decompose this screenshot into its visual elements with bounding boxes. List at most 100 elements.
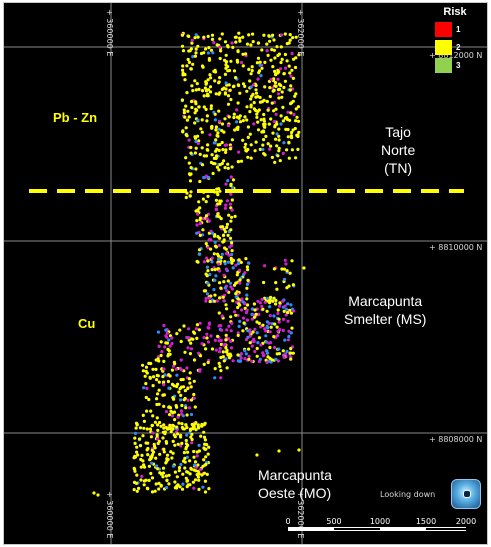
sample-point (222, 159, 226, 163)
sample-point (143, 374, 147, 378)
sample-point (156, 467, 160, 471)
sample-point (180, 422, 184, 426)
sample-point (220, 32, 224, 36)
sample-point (208, 90, 213, 94)
scale-segment (288, 527, 334, 531)
sample-point (204, 154, 209, 158)
sample-point (205, 119, 209, 123)
sample-point (167, 373, 171, 377)
sample-point (289, 311, 293, 315)
sample-point (179, 462, 183, 467)
sample-point (276, 329, 280, 333)
sample-point (184, 445, 188, 449)
sample-point (255, 115, 259, 119)
sample-point (247, 347, 251, 351)
sample-point (202, 435, 207, 439)
sample-point (213, 162, 217, 166)
sample-point (227, 253, 231, 257)
sample-point (213, 367, 217, 371)
sample-point (250, 65, 254, 69)
sample-point (150, 453, 154, 457)
sample-point (170, 368, 174, 372)
sample-point (229, 192, 233, 196)
sample-point (241, 52, 245, 56)
sample-point (151, 367, 155, 371)
map-viewport[interactable]: + 360000 E + 362000 E + 360000 E + 36200… (3, 2, 488, 545)
sample-point (202, 105, 206, 109)
sample-point (206, 78, 210, 82)
sample-point (198, 206, 202, 210)
legend-item: 1 (435, 20, 475, 38)
sample-point (204, 455, 208, 459)
sample-point (268, 39, 272, 43)
sample-point (254, 140, 258, 144)
sample-point (171, 423, 175, 427)
sample-point (191, 55, 195, 59)
sample-point (224, 346, 228, 350)
sample-point (218, 37, 222, 41)
sample-point (162, 426, 166, 430)
sample-point (140, 453, 144, 457)
sample-point (217, 324, 221, 328)
sample-point (218, 45, 222, 49)
sample-point (284, 127, 288, 131)
sample-point (297, 53, 301, 57)
sample-point (229, 329, 233, 333)
sample-point (265, 42, 269, 46)
sample-point (260, 66, 264, 70)
sample-point (282, 309, 286, 313)
sample-point (161, 475, 165, 479)
sample-point (206, 259, 210, 263)
sample-point (150, 448, 154, 452)
sample-point (263, 264, 267, 268)
sample-point (252, 122, 256, 126)
sample-point (220, 252, 224, 256)
sample-point (274, 72, 278, 76)
sample-point (229, 175, 233, 179)
sample-point (213, 112, 217, 116)
sample-point (249, 143, 253, 147)
sample-point (170, 336, 174, 340)
sample-point (185, 366, 189, 370)
sample-point (146, 487, 150, 491)
sample-point (232, 310, 237, 314)
sample-point (228, 236, 233, 240)
view-compass-icon[interactable] (451, 479, 481, 509)
sample-point (265, 100, 269, 104)
sample-point (156, 330, 161, 334)
sample-point (244, 352, 248, 356)
sample-point (202, 176, 206, 180)
sample-point (231, 178, 236, 182)
sample-point (228, 88, 232, 92)
sample-point (272, 296, 276, 300)
sample-point (286, 302, 290, 306)
sample-point (202, 51, 206, 55)
drillhole-map (4, 3, 487, 544)
sample-point (224, 203, 228, 207)
sample-point (185, 455, 189, 459)
sample-point (182, 451, 186, 455)
sample-point (148, 427, 153, 431)
sample-point (187, 115, 191, 119)
sample-point (223, 166, 227, 170)
sample-point (141, 363, 145, 367)
legend-item: 2 (435, 38, 475, 56)
sample-point (163, 432, 167, 436)
sample-point (206, 452, 210, 456)
sample-point (218, 56, 222, 61)
sample-point (248, 341, 252, 345)
sample-point (216, 334, 220, 338)
sample-point (149, 361, 153, 366)
sample-point (219, 369, 223, 373)
sample-point (277, 449, 281, 453)
legend-swatch (435, 57, 452, 73)
sample-point (191, 89, 195, 93)
sample-point (223, 262, 227, 266)
sample-point (193, 111, 197, 115)
sample-point (156, 441, 160, 446)
sample-point (193, 463, 197, 467)
sample-point (277, 146, 281, 150)
sample-point (267, 122, 271, 126)
sample-point (251, 330, 255, 334)
sample-point (174, 404, 178, 408)
